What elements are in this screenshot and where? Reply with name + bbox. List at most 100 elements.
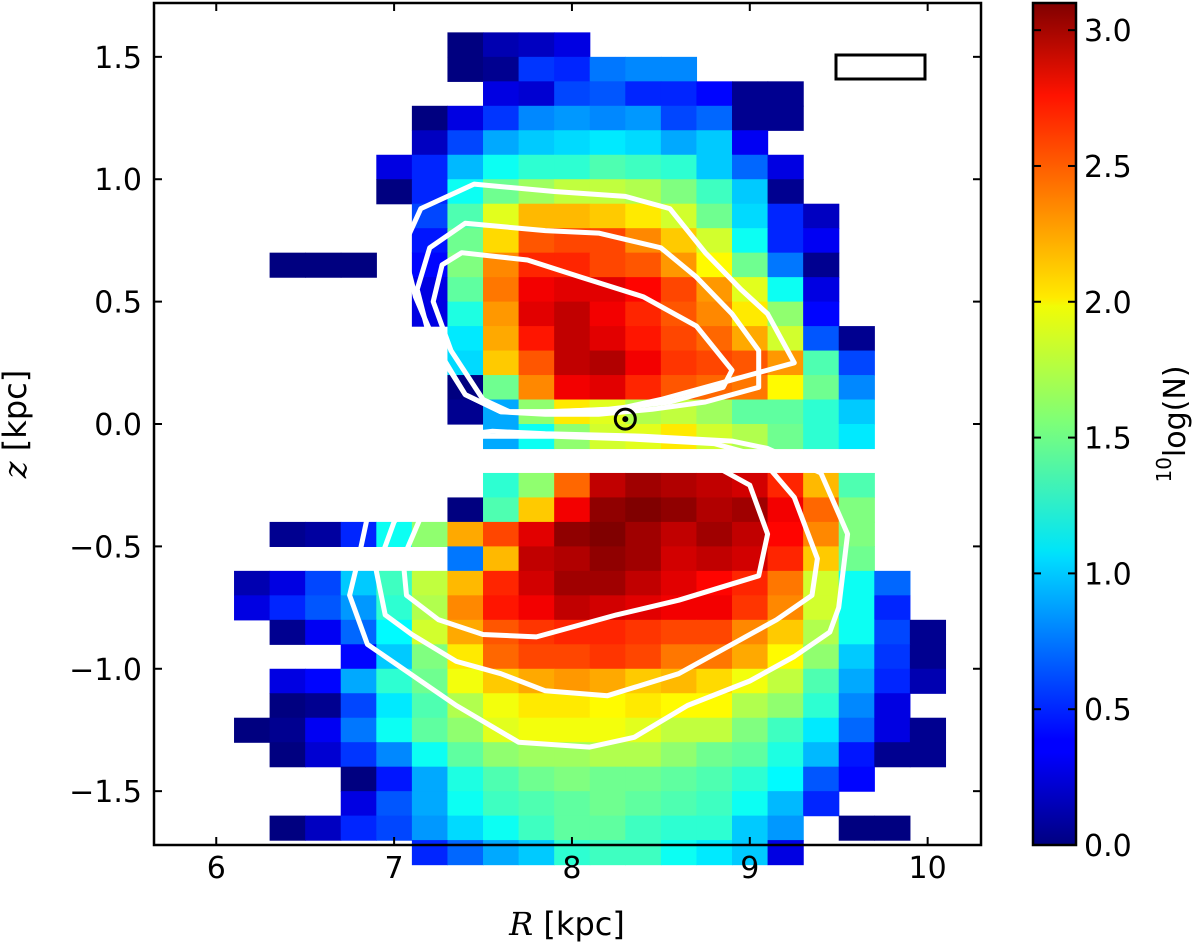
heatmap-bin <box>767 399 804 425</box>
heatmap-bin <box>447 277 484 303</box>
colorbar-tick-label: 0.0 <box>1084 829 1132 864</box>
colorbar <box>1031 1 1078 847</box>
heatmap-bin <box>625 154 662 180</box>
heatmap-bin <box>732 105 769 131</box>
heatmap-bin <box>554 693 591 719</box>
heatmap-bin <box>874 717 911 743</box>
heatmap-bin <box>554 815 591 841</box>
heatmap-bin <box>803 252 840 278</box>
heatmap-bin <box>447 326 484 352</box>
heatmap-bin <box>696 105 733 131</box>
heatmap-bin <box>305 742 342 768</box>
heatmap-bin <box>554 32 591 58</box>
heatmap-bin <box>838 693 875 719</box>
heatmap-bin <box>447 105 484 131</box>
heatmap-bin <box>518 717 555 743</box>
heatmap-bin <box>518 766 555 792</box>
heatmap-bin <box>447 56 484 82</box>
heatmap-bin <box>554 277 591 303</box>
heatmap-bin <box>660 546 698 572</box>
heatmap-bin <box>554 154 591 180</box>
heatmap-bin <box>447 570 484 596</box>
heatmap-bin <box>483 375 520 401</box>
heatmap-bin <box>376 154 413 180</box>
heatmap-bin <box>589 644 626 670</box>
heatmap-bin <box>732 717 769 743</box>
heatmap-bin <box>589 350 626 376</box>
heatmap-bin <box>554 375 591 401</box>
heatmap-bin <box>447 497 484 523</box>
heatmap-bin <box>625 326 662 352</box>
heatmap-bin <box>483 521 520 547</box>
heatmap-bin <box>518 203 555 229</box>
heatmap-bin <box>767 595 804 621</box>
heatmap-bin <box>732 228 769 254</box>
heatmap-bin <box>625 546 662 572</box>
heatmap-bin <box>660 742 698 768</box>
heatmap-bin <box>554 472 591 499</box>
heatmap-bin <box>874 742 911 768</box>
colorbar-tick-label: 2.5 <box>1084 150 1132 185</box>
heatmap-bin <box>696 130 733 156</box>
heatmap-bin <box>732 154 769 180</box>
heatmap-bin <box>732 130 769 156</box>
heatmap-bin <box>483 81 520 107</box>
heatmap-bin <box>589 815 626 841</box>
heatmap-bin <box>803 399 840 425</box>
heatmap-bin <box>589 546 626 572</box>
heatmap-bin <box>305 252 342 278</box>
heatmap-bin <box>696 619 733 645</box>
heatmap-bin <box>483 277 520 303</box>
heatmap-bin <box>269 693 306 719</box>
heatmap-bin <box>376 717 413 743</box>
heatmap-bin <box>767 717 804 743</box>
heatmap-bin <box>411 717 449 743</box>
heatmap-bin <box>660 497 698 523</box>
heatmap-bin <box>732 252 769 278</box>
heatmap-bin <box>838 717 875 743</box>
heatmap-bin <box>518 301 555 327</box>
heatmap-bin <box>554 497 591 523</box>
heatmap-bin <box>340 766 377 792</box>
heatmap-bin <box>625 472 662 499</box>
heatmap-bin <box>411 766 449 792</box>
heatmap-bin <box>767 521 804 547</box>
heatmap-bin <box>696 742 733 768</box>
heatmap-bin <box>554 521 591 547</box>
heatmap-bin <box>483 693 520 719</box>
sun-ring <box>613 407 637 431</box>
heatmap-bin <box>767 570 804 596</box>
x-tick-label: 9 <box>740 851 759 886</box>
heatmap-bin <box>376 815 413 841</box>
heatmap-bin <box>518 32 555 58</box>
heatmap-bin <box>340 693 377 719</box>
heatmap-bin <box>376 766 413 792</box>
heatmap-bin <box>696 203 733 229</box>
heatmap-bin <box>269 595 306 621</box>
heatmap-bin <box>411 130 449 156</box>
heatmap-bin <box>340 252 377 278</box>
heatmap-bin <box>483 791 520 817</box>
heatmap-bin <box>518 595 555 621</box>
heatmap-bin <box>803 791 840 817</box>
heatmap-bin <box>554 326 591 352</box>
heatmap-bin <box>625 81 662 107</box>
heatmap-bin <box>234 595 271 621</box>
heatmap-bin <box>376 791 413 817</box>
heatmap-bin <box>589 521 626 547</box>
heatmap-bin <box>411 742 449 768</box>
heatmap-bin <box>376 693 413 719</box>
heatmap-bin <box>660 619 698 645</box>
heatmap-bin <box>589 570 626 596</box>
colorbar-title-main: log(N) <box>1158 365 1193 457</box>
heatmap-bin <box>625 105 662 131</box>
heatmap-bin <box>483 301 520 327</box>
heatmap-bin <box>874 668 911 694</box>
heatmap-bin <box>909 644 947 670</box>
heatmap-bin <box>838 497 875 523</box>
heatmap-bin <box>305 619 342 645</box>
heatmap-bin <box>483 350 520 376</box>
heatmap-bin <box>483 644 520 670</box>
heatmap-bin <box>447 668 484 694</box>
